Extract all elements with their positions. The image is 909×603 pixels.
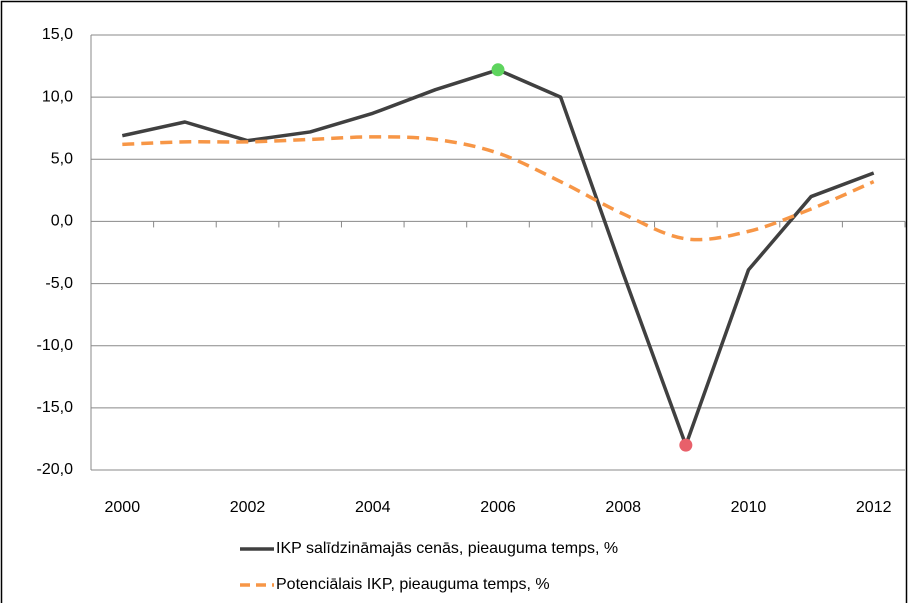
x-tick-label: 2000 bbox=[105, 499, 141, 516]
x-tick-label: 2010 bbox=[731, 499, 767, 516]
y-tick-label: -15,0 bbox=[37, 399, 74, 416]
y-tick-label: 15,0 bbox=[42, 26, 73, 43]
x-tick-label: 2006 bbox=[480, 499, 516, 516]
y-tick-label: 0,0 bbox=[51, 213, 73, 230]
x-tick-label: 2008 bbox=[605, 499, 641, 516]
y-tick-label: 5,0 bbox=[51, 151, 73, 168]
legend-label: Potenciālais IKP, pieauguma temps, % bbox=[276, 576, 550, 593]
y-tick-label: -20,0 bbox=[37, 461, 74, 478]
y-tick-label: -5,0 bbox=[45, 275, 73, 292]
x-tick-label: 2004 bbox=[355, 499, 391, 516]
highlight-point bbox=[491, 63, 505, 77]
x-tick-label: 2012 bbox=[856, 499, 892, 516]
x-tick-label: 2002 bbox=[230, 499, 266, 516]
y-tick-label: 10,0 bbox=[42, 88, 73, 105]
y-tick-label: -10,0 bbox=[37, 337, 74, 354]
highlight-point bbox=[679, 438, 693, 452]
legend-label: IKP salīdzināmajās cenās, pieauguma temp… bbox=[276, 540, 618, 557]
series-line bbox=[122, 135, 875, 242]
